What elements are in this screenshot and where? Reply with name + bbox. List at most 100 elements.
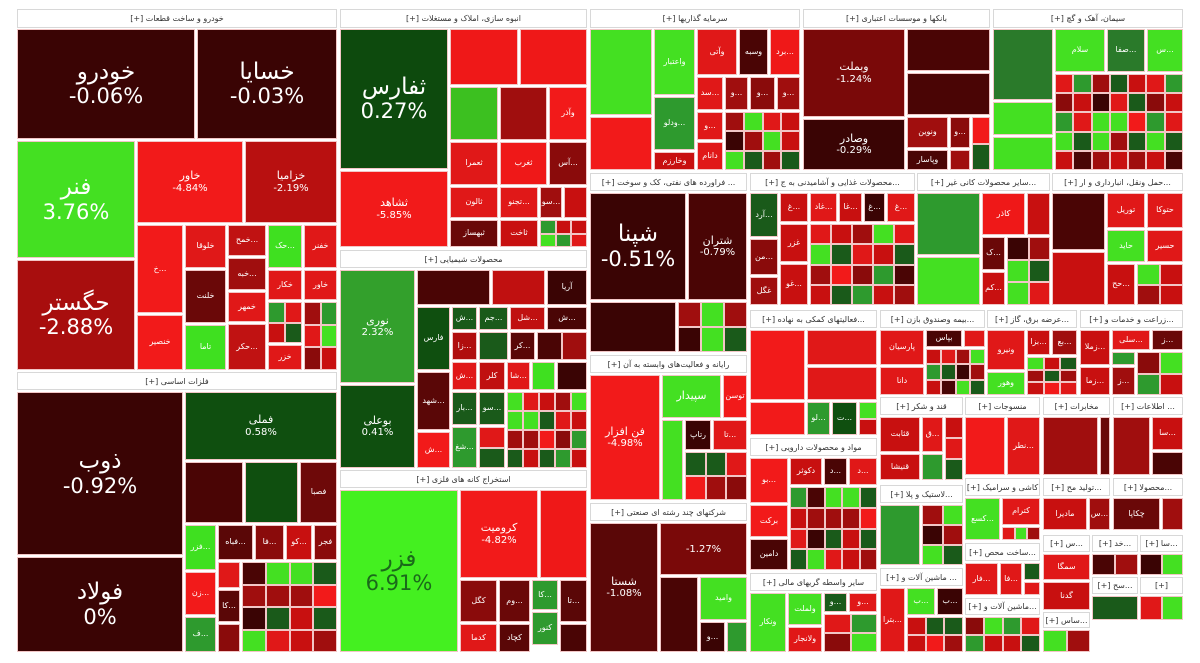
stock-tile-small[interactable] bbox=[1128, 131, 1147, 151]
stock-tile-small[interactable] bbox=[242, 584, 266, 607]
stock-tile-small[interactable] bbox=[1043, 382, 1061, 395]
stock-tile-small[interactable] bbox=[678, 302, 701, 327]
stock-tile-small[interactable] bbox=[894, 284, 915, 305]
stock-tile-small[interactable] bbox=[1140, 554, 1162, 575]
stock-tile-small[interactable] bbox=[1115, 554, 1138, 575]
stock-tile-small[interactable] bbox=[555, 449, 571, 468]
stock-tile-small[interactable] bbox=[523, 430, 539, 449]
stock-tile[interactable] bbox=[880, 505, 920, 565]
stock-tile-small[interactable] bbox=[1146, 150, 1165, 170]
stock-tile-small[interactable] bbox=[762, 150, 782, 170]
stock-tile[interactable]: ...ش bbox=[547, 307, 587, 330]
stock-tile[interactable]: ثعمرا bbox=[450, 142, 498, 185]
stock-tile[interactable]: ...زا bbox=[452, 332, 477, 360]
stock-tile-small[interactable] bbox=[320, 324, 337, 348]
stock-tile[interactable] bbox=[922, 454, 943, 480]
sector-header[interactable]: سیمان، آهک و گچ [+] bbox=[993, 9, 1183, 28]
stock-tile[interactable] bbox=[993, 137, 1053, 170]
stock-tile-small[interactable] bbox=[925, 634, 945, 652]
stock-tile[interactable]: ...ب bbox=[937, 588, 963, 615]
stock-tile-small[interactable] bbox=[1128, 93, 1147, 113]
stock-tile[interactable]: ...حکر bbox=[228, 324, 266, 370]
stock-tile[interactable]: کترام bbox=[1002, 498, 1040, 525]
stock-tile-small[interactable] bbox=[807, 528, 825, 550]
stock-tile-small[interactable] bbox=[852, 244, 873, 265]
sector-header[interactable]: فلزات اساسی [+] bbox=[17, 372, 337, 390]
stock-tile[interactable]: غگل bbox=[750, 277, 778, 305]
stock-tile[interactable] bbox=[1052, 193, 1105, 250]
stock-tile-small[interactable] bbox=[790, 487, 808, 508]
sector-header[interactable]: ...بیمه وصندوق بازن [+] bbox=[880, 310, 985, 328]
stock-tile-small[interactable] bbox=[678, 327, 701, 352]
stock-tile-small[interactable] bbox=[685, 452, 706, 476]
stock-tile[interactable]: نوری 2.32% bbox=[340, 270, 415, 383]
stock-tile-small[interactable] bbox=[1091, 131, 1110, 151]
sector-header[interactable]: ...لاستیک و پلا [+] bbox=[880, 485, 963, 503]
stock-tile-small[interactable] bbox=[1164, 112, 1183, 132]
stock-tile-small[interactable] bbox=[972, 143, 990, 170]
stock-tile[interactable]: فولاد 0% bbox=[17, 557, 183, 652]
stock-tile[interactable]: ...کا bbox=[218, 590, 240, 622]
stock-tile[interactable]: چکاپا bbox=[1113, 498, 1160, 530]
stock-tile[interactable]: غزر bbox=[780, 224, 808, 262]
stock-tile[interactable] bbox=[185, 462, 243, 523]
stock-tile-small[interactable] bbox=[810, 264, 831, 285]
stock-tile[interactable]: دامین bbox=[750, 539, 788, 570]
stock-tile-small[interactable] bbox=[507, 392, 523, 411]
sector-header[interactable]: محصولات شیمیایی [+] bbox=[340, 250, 587, 268]
stock-tile-small[interactable] bbox=[218, 624, 240, 652]
stock-tile[interactable]: فملی 0.58% bbox=[185, 392, 337, 460]
stock-tile[interactable]: ...ب bbox=[907, 588, 935, 615]
stock-tile-small[interactable] bbox=[831, 224, 852, 245]
stock-tile[interactable]: قنیشا bbox=[880, 454, 920, 480]
stock-tile[interactable]: خسایا -0.03% bbox=[197, 29, 337, 139]
stock-tile[interactable]: ولملت bbox=[788, 593, 822, 625]
stock-tile-small[interactable] bbox=[540, 233, 556, 247]
sector-header[interactable]: ... ماشین آلات و [+] bbox=[880, 568, 963, 586]
stock-tile-small[interactable] bbox=[1066, 630, 1090, 652]
stock-tile-small[interactable] bbox=[790, 549, 808, 570]
stock-tile-small[interactable] bbox=[831, 284, 852, 305]
sector-header[interactable]: ... فراورده های نفتی، کک و سوخت [+] bbox=[590, 173, 747, 191]
stock-tile[interactable]: سپیدار bbox=[662, 375, 721, 418]
stock-tile[interactable]: ...ز bbox=[1152, 330, 1183, 350]
stock-tile-small[interactable] bbox=[1002, 527, 1015, 540]
stock-tile-small[interactable] bbox=[831, 264, 852, 285]
stock-tile-small[interactable] bbox=[965, 634, 984, 652]
stock-tile-small[interactable] bbox=[1164, 74, 1183, 94]
stock-tile-small[interactable] bbox=[922, 545, 943, 565]
stock-tile[interactable]: ...من bbox=[750, 239, 778, 275]
stock-tile-small[interactable] bbox=[1109, 93, 1129, 113]
stock-tile-small[interactable] bbox=[1007, 237, 1029, 260]
stock-tile-small[interactable] bbox=[926, 349, 941, 365]
stock-tile[interactable]: خلنت bbox=[185, 270, 226, 323]
stock-tile-small[interactable] bbox=[807, 507, 825, 529]
stock-tile[interactable] bbox=[907, 29, 990, 71]
stock-tile-small[interactable] bbox=[807, 549, 825, 570]
stock-tile[interactable]: خاور bbox=[304, 270, 337, 300]
stock-tile-small[interactable] bbox=[1146, 112, 1165, 132]
stock-tile-small[interactable] bbox=[1128, 74, 1147, 94]
stock-tile[interactable] bbox=[965, 417, 1005, 475]
stock-tile-small[interactable] bbox=[743, 112, 763, 132]
stock-tile[interactable]: خکار bbox=[268, 270, 302, 300]
stock-tile[interactable]: واعتبار bbox=[654, 29, 695, 95]
stock-tile-small[interactable] bbox=[925, 617, 945, 635]
stock-tile[interactable] bbox=[993, 29, 1053, 100]
stock-tile-small[interactable] bbox=[922, 505, 943, 525]
stock-tile-small[interactable] bbox=[304, 347, 321, 370]
stock-tile-small[interactable] bbox=[571, 411, 587, 430]
stock-tile[interactable]: ...ک bbox=[982, 237, 1005, 270]
stock-tile-small[interactable] bbox=[313, 584, 337, 607]
stock-tile-small[interactable] bbox=[725, 131, 744, 151]
stock-tile[interactable] bbox=[450, 29, 518, 85]
stock-tile[interactable]: ...سا bbox=[1152, 417, 1183, 450]
stock-tile[interactable]: ...آرد bbox=[750, 193, 778, 237]
stock-tile[interactable]: ...ودلو bbox=[654, 97, 695, 150]
stock-tile-small[interactable] bbox=[1027, 369, 1044, 383]
stock-tile-small[interactable] bbox=[507, 449, 523, 468]
stock-tile-small[interactable] bbox=[705, 476, 727, 500]
stock-tile[interactable]: ...صفا bbox=[1107, 29, 1145, 72]
stock-tile[interactable]: بپاس bbox=[926, 330, 962, 347]
stock-tile[interactable]: ...خ bbox=[137, 225, 183, 313]
